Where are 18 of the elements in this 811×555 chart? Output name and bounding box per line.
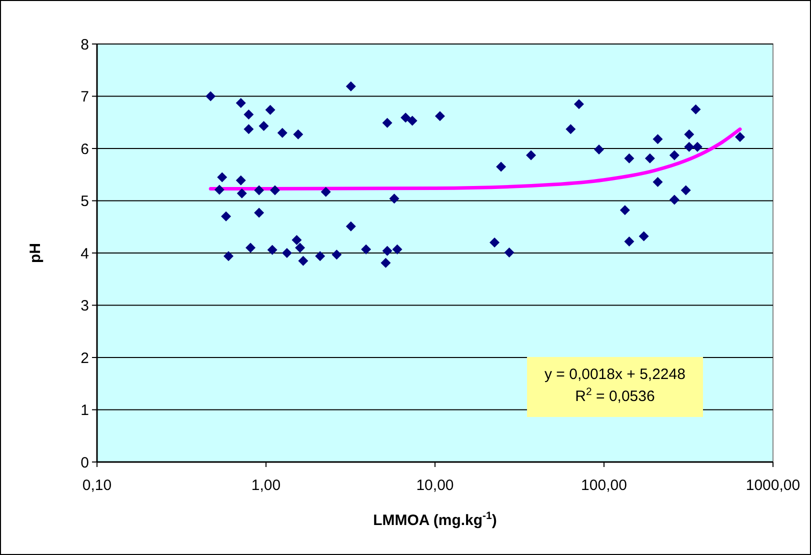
x-tick-label: 1,00 (251, 477, 281, 494)
y-tick-label: 7 (80, 88, 89, 106)
y-tick-label: 3 (80, 298, 89, 314)
x-tick-label: 0,10 (82, 477, 112, 494)
y-tick-label: 4 (80, 245, 89, 262)
y-tick-label: 8 (80, 36, 89, 54)
y-axis-title: pH (27, 243, 44, 263)
y-tick-label: 1 (80, 402, 89, 419)
y-tick-label: 5 (80, 193, 89, 210)
annotation: y = 0,0018x + 5,2248 (544, 366, 686, 383)
y-tick-label: 0 (80, 454, 89, 472)
x-tick-label: 1000,00 (746, 477, 800, 494)
y-tick-label: 6 (80, 140, 89, 158)
y-tick-label: 2 (80, 350, 89, 367)
x-axis-title: LMMOA (mg.kg$^{-1}$) (373, 510, 497, 529)
annotation: R$^{2}$ = 0,0536 (575, 386, 655, 405)
x-tick-label: 10,00 (416, 477, 454, 494)
x-tick-label: 100,00 (581, 477, 627, 494)
